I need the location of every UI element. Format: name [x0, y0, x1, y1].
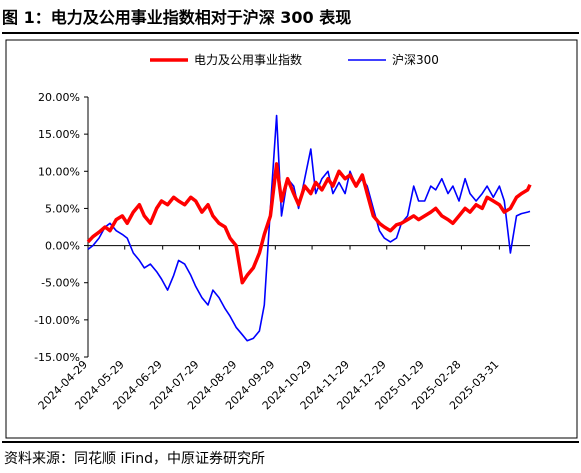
y-tick-label: 5.00%	[45, 202, 80, 215]
y-tick-label: 15.00%	[38, 128, 80, 141]
chart-frame	[5, 39, 578, 439]
legend-csi300-label: 沪深300	[392, 53, 439, 67]
y-tick-label: -5.00%	[41, 277, 80, 290]
y-tick-label: 10.00%	[38, 165, 80, 178]
series-line-power-utilities	[86, 162, 532, 285]
legend-power-utilities-label: 电力及公用事业指数	[194, 52, 302, 67]
series-group	[86, 114, 532, 342]
source-note: 资料来源：同花顺 iFind，中原证券研究所	[4, 451, 266, 467]
legend: 电力及公用事业指数 沪深300	[150, 52, 439, 67]
y-tick-label: -15.00%	[34, 351, 80, 364]
figure-title: 图 1：电力及公用事业指数相对于沪深 300 表现	[2, 8, 352, 27]
y-axis: -15.00% -10.00% -5.00% 0.00% 5.00% 10.00% 15.0…	[34, 91, 89, 364]
bottom-rule	[2, 441, 579, 443]
line-chart: -15.00% -10.00% -5.00% 0.00% 5.00% 10.00% 15.0…	[5, 39, 578, 439]
y-tick-label: 0.00%	[45, 240, 80, 253]
top-rule	[2, 32, 579, 34]
y-tick-label: 20.00%	[38, 91, 80, 104]
y-tick-label: -10.00%	[34, 314, 80, 327]
series-line-csi300	[87, 114, 531, 342]
